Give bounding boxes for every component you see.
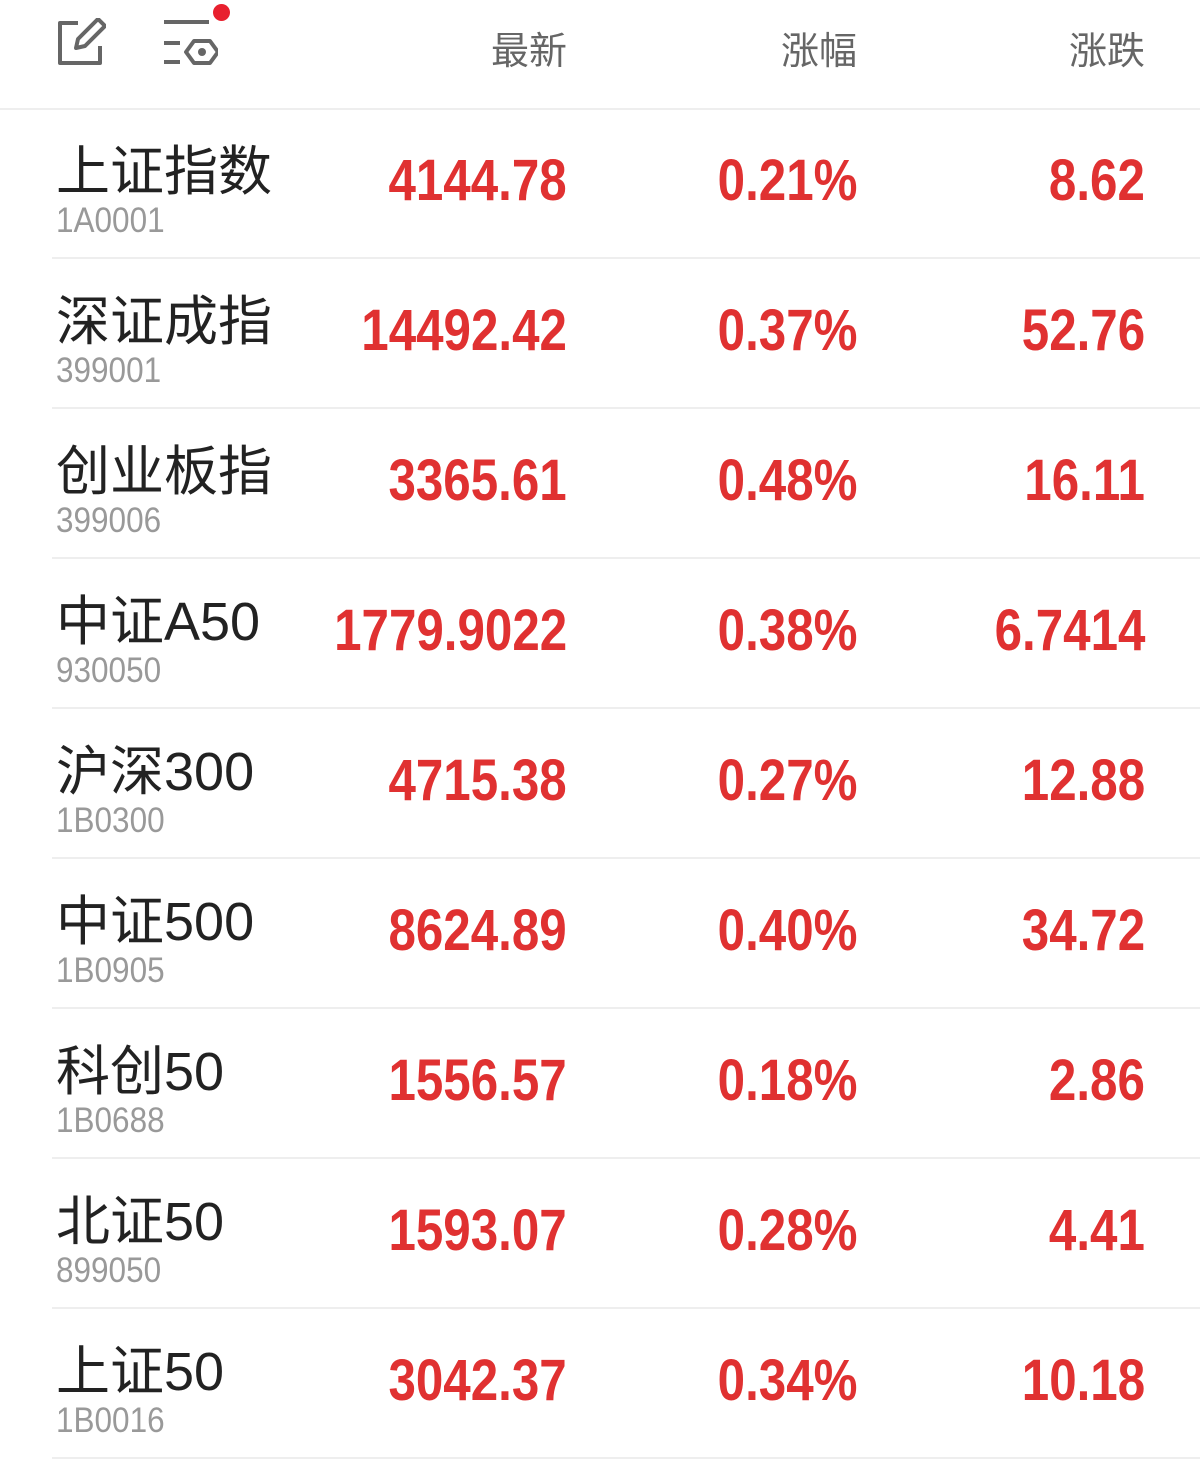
change-value: 10.18 [1021, 1348, 1145, 1413]
row-divider [52, 1307, 1200, 1309]
list-header: 最新 涨幅 涨跌 [0, 0, 1200, 110]
latest-price: 14492.42 [361, 298, 567, 363]
change-value: 4.41 [1049, 1198, 1145, 1263]
change-percent: 0.18% [717, 1048, 857, 1113]
change-value: 6.7414 [994, 598, 1145, 663]
change-percent: 0.40% [717, 898, 857, 963]
index-row[interactable]: 科创50 1B0688 1556.57 0.18% 2.86 [0, 1009, 1200, 1159]
row-divider [52, 407, 1200, 409]
column-header-change-percent[interactable]: 涨幅 [780, 31, 857, 73]
change-percent: 0.38% [717, 598, 857, 663]
latest-price: 3365.61 [388, 448, 567, 513]
index-code: 899050 [56, 1251, 162, 1290]
latest-price: 3042.37 [388, 1348, 567, 1413]
change-percent: 0.27% [717, 748, 857, 813]
index-name: 深证成指 [56, 292, 272, 352]
row-divider [52, 857, 1200, 859]
row-divider [52, 1457, 1200, 1459]
index-code: 1B0688 [56, 1101, 165, 1140]
index-code: 399001 [56, 351, 162, 390]
change-value: 52.76 [1021, 298, 1145, 363]
index-row[interactable]: 创业板指 399006 3365.61 0.48% 16.11 [0, 409, 1200, 559]
index-row[interactable]: 上证50 1B0016 3042.37 0.34% 10.18 [0, 1309, 1200, 1459]
index-name: 科创50 [56, 1042, 225, 1102]
index-name: 创业板指 [56, 442, 272, 502]
index-row[interactable]: 深证成指 399001 14492.42 0.37% 52.76 [0, 259, 1200, 409]
latest-price: 4144.78 [388, 148, 567, 213]
row-divider [52, 1157, 1200, 1159]
index-name: 北证50 [56, 1192, 225, 1252]
latest-price: 1556.57 [388, 1048, 567, 1113]
change-percent: 0.28% [717, 1198, 857, 1263]
index-code: 930050 [56, 651, 162, 690]
index-row[interactable]: 中证A50 930050 1779.9022 0.38% 6.7414 [0, 559, 1200, 709]
index-row[interactable]: 上证指数 1A0001 4144.78 0.21% 8.62 [0, 109, 1200, 259]
index-name: 沪深300 [56, 742, 255, 802]
index-row[interactable]: 中证500 1B0905 8624.89 0.40% 34.72 [0, 859, 1200, 1009]
row-divider [52, 1007, 1200, 1009]
latest-price: 1779.9022 [333, 598, 567, 663]
index-code: 1B0905 [56, 951, 165, 990]
change-value: 16.11 [1024, 448, 1145, 513]
index-row[interactable]: 沪深300 1B0300 4715.38 0.27% 12.88 [0, 709, 1200, 859]
index-name: 上证指数 [56, 142, 272, 202]
index-name: 中证A50 [56, 592, 261, 652]
column-header-latest[interactable]: 最新 [490, 31, 567, 73]
index-code: 1B0300 [56, 801, 165, 840]
change-value: 2.86 [1049, 1048, 1145, 1113]
index-row[interactable]: 北证50 899050 1593.07 0.28% 4.41 [0, 1159, 1200, 1309]
notification-dot [213, 4, 230, 21]
change-percent: 0.34% [717, 1348, 857, 1413]
change-value: 8.62 [1049, 148, 1145, 213]
change-percent: 0.48% [717, 448, 857, 513]
index-name: 中证500 [56, 892, 255, 952]
row-divider [52, 707, 1200, 709]
change-percent: 0.21% [717, 148, 857, 213]
change-value: 12.88 [1021, 748, 1145, 813]
edit-icon[interactable] [56, 17, 107, 68]
latest-price: 8624.89 [388, 898, 567, 963]
index-code: 1A0001 [56, 201, 165, 240]
latest-price: 1593.07 [388, 1198, 567, 1263]
index-code: 399006 [56, 501, 162, 540]
row-divider [52, 257, 1200, 259]
row-divider [52, 557, 1200, 559]
change-value: 34.72 [1021, 898, 1145, 963]
latest-price: 4715.38 [388, 748, 567, 813]
filter-settings-icon[interactable] [162, 18, 220, 68]
column-header-change[interactable]: 涨跌 [1068, 31, 1145, 73]
index-code: 1B0016 [56, 1401, 165, 1440]
index-name: 上证50 [56, 1342, 225, 1402]
change-percent: 0.37% [717, 298, 857, 363]
